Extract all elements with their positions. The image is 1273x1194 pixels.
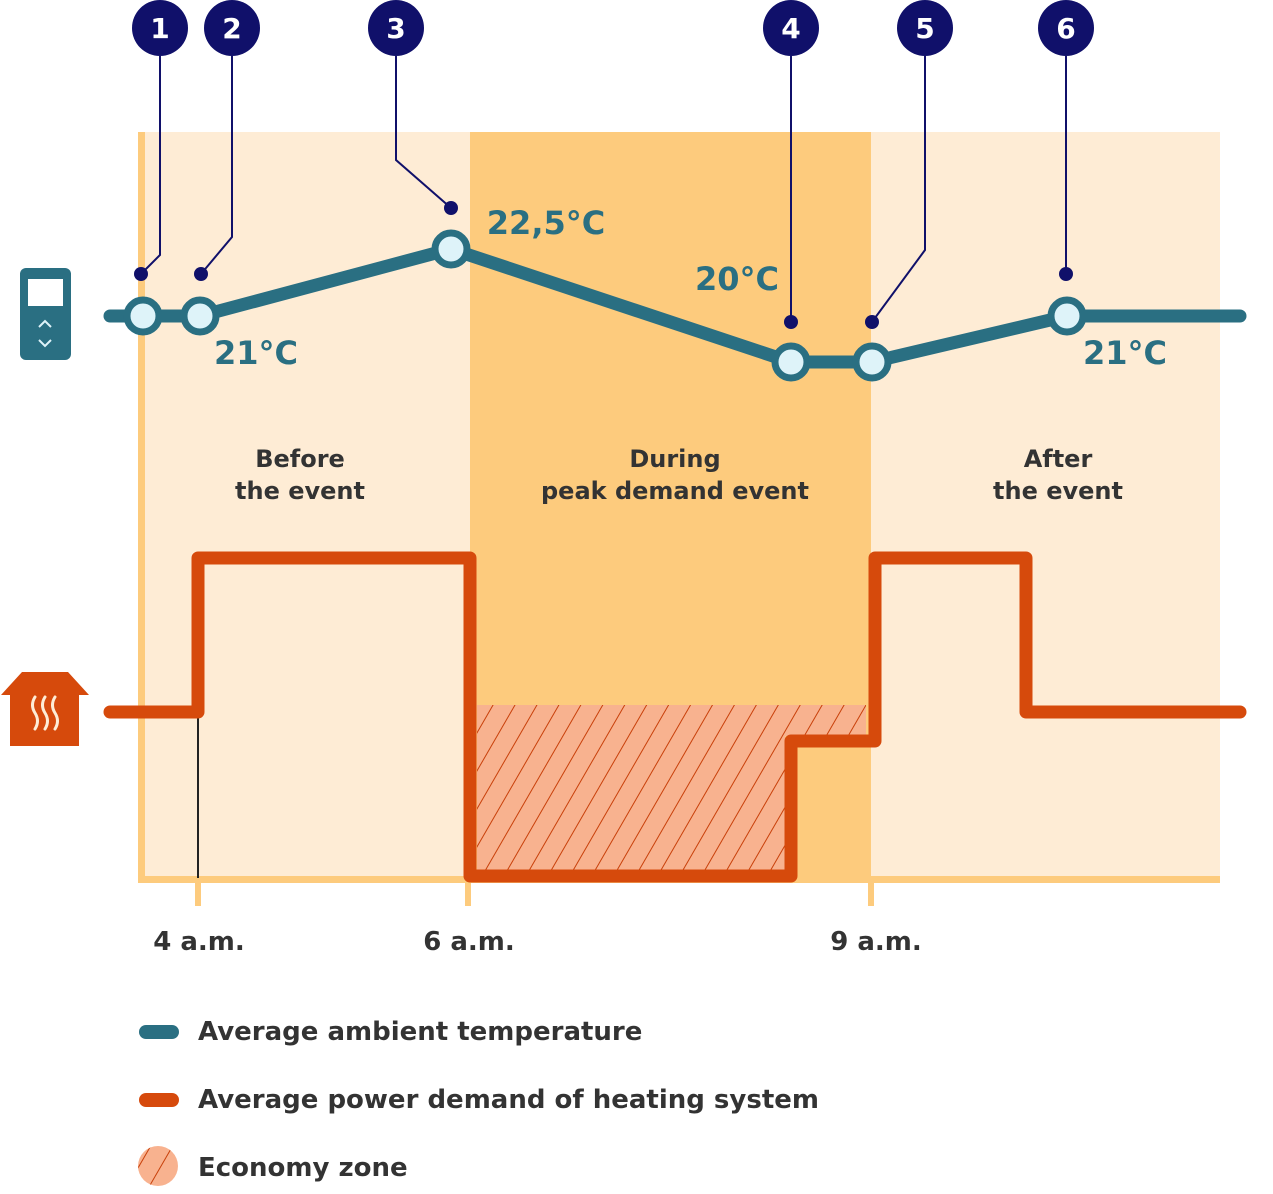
marker-number: 5 <box>915 12 934 45</box>
before-region <box>140 132 470 880</box>
time-label-4am: 4 a.m. <box>153 927 245 957</box>
period-during-line2: peak demand event <box>541 477 809 505</box>
period-after-line1: After <box>1024 445 1093 473</box>
temperature-points <box>123 229 1087 382</box>
marker-number: 1 <box>150 12 169 45</box>
temp-label-end: 21°C <box>1083 334 1167 372</box>
marker-number: 4 <box>781 12 800 45</box>
house-heating-icon <box>1 672 89 746</box>
marker-number: 3 <box>386 12 405 45</box>
legend-temperature-label: Average ambient temperature <box>198 1017 642 1047</box>
tick-4am <box>195 876 201 906</box>
marker-4: 4 <box>763 0 819 56</box>
marker-leaders <box>140 56 1067 323</box>
marker-5: 5 <box>897 0 953 56</box>
legend: Average ambient temperature Average powe… <box>138 1017 819 1186</box>
tick-9am <box>868 876 874 906</box>
thermostat-icon <box>20 268 71 360</box>
marker-dots <box>134 201 1073 329</box>
temp-label-low: 20°C <box>695 260 779 298</box>
power-demand-line <box>103 551 1247 883</box>
marker-1: 1 <box>132 0 188 56</box>
marker-3: 3 <box>368 0 424 56</box>
period-before-line1: Before <box>255 445 345 473</box>
marker-2: 2 <box>204 0 260 56</box>
marker-number: 2 <box>222 12 241 45</box>
legend-economy-swatch <box>138 1146 178 1186</box>
time-label-6am: 6 a.m. <box>423 927 515 957</box>
economy-zone <box>477 705 866 870</box>
temp-label-peak: 22,5°C <box>487 204 605 242</box>
legend-economy-label: Economy zone <box>198 1153 408 1183</box>
legend-power-label: Average power demand of heating system <box>198 1085 819 1115</box>
period-after-line2: the event <box>993 477 1123 505</box>
temp-label-start: 21°C <box>214 334 298 372</box>
after-region <box>871 132 1220 880</box>
left-axis-line <box>138 132 145 883</box>
marker-6: 6 <box>1038 0 1094 56</box>
time-label-9am: 9 a.m. <box>830 927 922 957</box>
marker-number: 6 <box>1056 12 1075 45</box>
tick-6am <box>465 876 471 906</box>
period-before-line2: the event <box>235 477 365 505</box>
period-during-line1: During <box>629 445 720 473</box>
